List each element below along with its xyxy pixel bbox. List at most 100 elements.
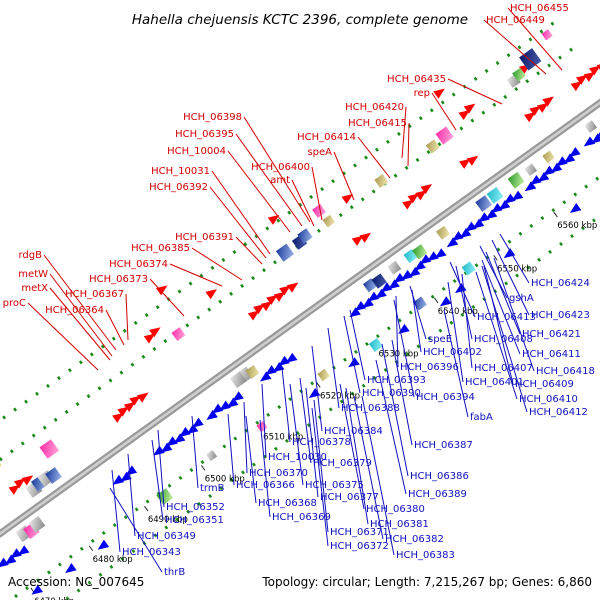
reverse-label: HCH_06418 <box>536 366 595 377</box>
gene-box-35 <box>584 120 598 133</box>
forward-gene-arrow-23-shape <box>420 183 433 195</box>
scale-tick-mark <box>88 545 94 552</box>
gene-box-12 <box>275 243 295 262</box>
forward-leader <box>169 263 223 287</box>
forward-gene-arrow-27 <box>463 103 476 114</box>
reverse-gene-arrow-45 <box>485 209 498 220</box>
reverse-label: HCH_06421 <box>522 329 581 340</box>
reverse-leader <box>485 251 521 335</box>
forward-leader <box>43 254 117 351</box>
forward-label: HCH_10004 <box>167 146 226 157</box>
forward-gene-arrow-7 <box>136 392 149 403</box>
gene-box-28-shape <box>412 244 428 260</box>
forward-leader <box>125 293 129 341</box>
gene-box-34-shape <box>542 150 555 164</box>
reverse-leader <box>481 265 528 413</box>
reverse-gene-arrow-40 <box>452 230 464 242</box>
reverse-gene-arrow-16-shape <box>211 403 224 414</box>
reverse-gene-arrow-57-shape <box>569 146 581 158</box>
forward-gene-arrow-11-shape <box>247 310 260 321</box>
gene-box-33 <box>524 163 538 177</box>
reverse-gene-arrow-7 <box>125 465 138 476</box>
reverse-gene-arrow-29-shape <box>375 288 387 299</box>
reverse-gene-arrow-52-shape <box>537 171 550 182</box>
scale-tick-mark <box>553 211 558 218</box>
gene-box-8 <box>171 327 186 342</box>
reverse-gene-arrow-53-shape <box>543 165 555 176</box>
reverse-leader <box>393 299 415 398</box>
gene-box-3 <box>45 467 62 484</box>
dotted-track-0 <box>0 15 563 423</box>
reverse-label: HCH_06368 <box>258 498 317 509</box>
backbone-highlight <box>0 101 600 536</box>
reverse-gene-arrow-45-shape <box>485 209 498 220</box>
reverse-label: HCH_06349 <box>137 531 196 542</box>
forward-label: HCH_06455 <box>510 3 569 14</box>
forward-gene-arrow-32 <box>570 81 583 92</box>
reverse-gene-arrow-8-shape <box>153 445 165 456</box>
reverse-gene-arrow-34 <box>408 266 421 277</box>
reverse-gene-arrow-28-shape <box>367 291 380 302</box>
reverse-gene-arrow-9 <box>160 442 173 453</box>
forward-gene-arrow-20 <box>402 199 414 210</box>
forward-gene-arrow-40 <box>267 214 280 225</box>
reverse-gene-arrow-27-shape <box>362 297 374 308</box>
gene-box-17 <box>374 174 389 189</box>
forward-gene-arrow-5 <box>123 401 136 412</box>
reverse-label: HCH_06378 <box>292 437 351 448</box>
gene-box-30-shape <box>475 195 493 212</box>
forward-gene-arrow-3-shape <box>112 412 124 423</box>
forward-label: HCH_06414 <box>297 132 356 143</box>
reverse-gene-arrow-26-shape <box>354 300 367 312</box>
reverse-gene-arrow-23-shape <box>278 355 290 366</box>
reverse-label: HCH_06386 <box>410 471 469 482</box>
reverse-gene-arrow-21-shape <box>265 365 277 376</box>
reverse-gene-arrow-44 <box>478 212 490 223</box>
forward-gene-arrow-22-shape <box>415 190 427 201</box>
gene-box-12-shape <box>275 243 295 262</box>
forward-gene-arrow-29-shape <box>529 105 541 116</box>
reverse-label: HCH_06413 <box>477 312 536 323</box>
reverse-gene-arrow-0-shape <box>0 557 9 568</box>
reverse-leader <box>411 289 422 353</box>
forward-gene-arrow-1 <box>13 478 26 489</box>
gene-box-37 <box>368 337 383 352</box>
reverse-gene-arrow-49-shape <box>511 190 524 201</box>
reverse-label: HCH_06377 <box>320 492 379 503</box>
gene-box-15-shape <box>312 203 327 218</box>
reverse-gene-arrow-56 <box>563 153 576 164</box>
gene-box-19-shape <box>425 139 440 154</box>
forward-gene-arrow-13-shape <box>260 301 273 312</box>
scale-tick-label: 6560 kbp <box>557 221 597 231</box>
forward-gene-arrow-10-shape <box>205 289 218 300</box>
reverse-gene-arrow-41 <box>459 227 472 238</box>
reverse-gene-arrow-71-shape <box>439 296 452 307</box>
gene-box-10 <box>229 371 247 389</box>
forward-gene-arrow-0 <box>8 484 21 495</box>
scale-tick-label: 6550 kbp <box>497 264 537 274</box>
reverse-leader <box>461 273 473 369</box>
reverse-gene-arrow-66-shape <box>31 584 44 595</box>
reverse-label: HCH_06390 <box>362 388 421 399</box>
reverse-leader <box>447 281 464 383</box>
reverse-gene-arrow-6 <box>120 471 132 482</box>
reverse-gene-arrow-48-shape <box>504 193 516 204</box>
forward-gene-arrow-24-shape <box>459 158 471 169</box>
scale-tick-mark <box>434 297 439 304</box>
gene-box-45 <box>205 449 218 462</box>
reverse-gene-arrow-28 <box>367 291 380 302</box>
reverse-leader <box>151 439 164 521</box>
reverse-gene-arrow-55-shape <box>556 156 568 167</box>
forward-label: HCH_06449 <box>486 15 545 26</box>
gene-box-21-shape <box>512 67 527 82</box>
forward-leader <box>291 179 315 227</box>
reverse-leader <box>443 309 469 418</box>
reverse-gene-arrow-54-shape <box>550 162 563 173</box>
forward-label: HCH_06374 <box>109 259 168 270</box>
scale-tick-mark <box>493 255 498 261</box>
reverse-gene-arrow-30-shape <box>380 282 393 293</box>
forward-leader <box>333 151 355 201</box>
reverse-gene-arrow-55 <box>556 156 568 167</box>
forward-gene-arrow-35-shape <box>588 65 600 76</box>
reverse-label: HCH_06375 <box>305 480 364 491</box>
